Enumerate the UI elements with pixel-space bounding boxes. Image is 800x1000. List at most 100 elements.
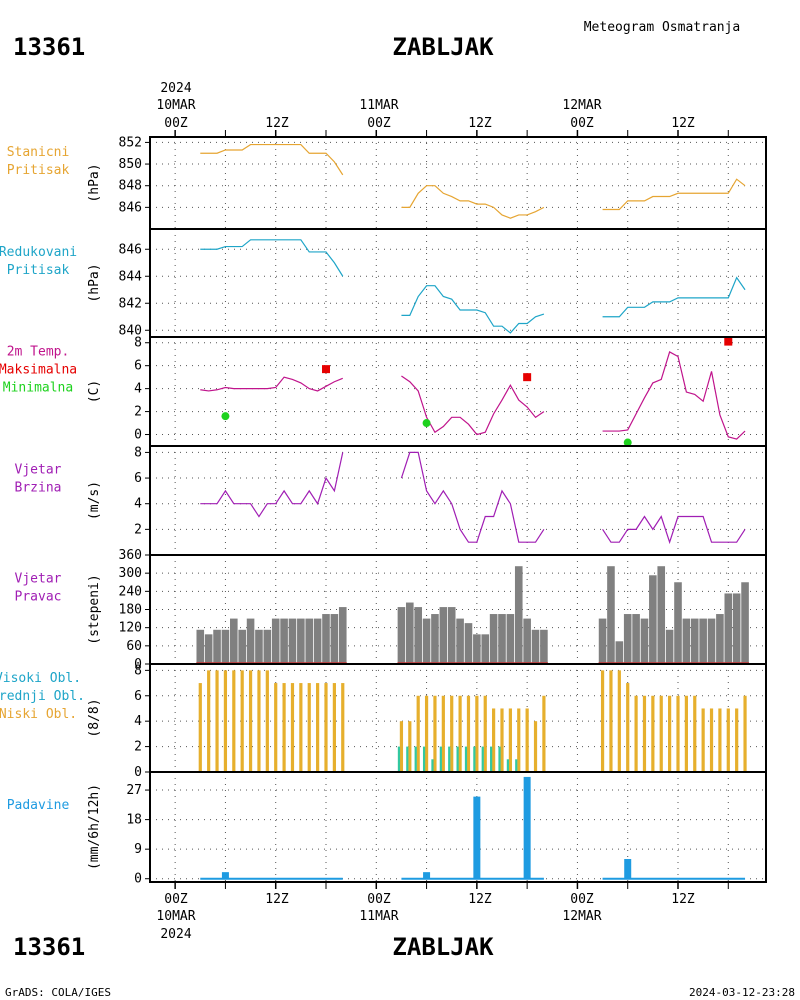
unit-label-clouds: (8/8) [87,698,102,737]
panel-label-reduced_pressure-1: Pritisak [7,263,70,278]
y-tick-label: 18 [126,813,142,828]
wind-dir-bar [540,629,548,664]
unit-label-wind_direction: (stepeni) [87,574,102,644]
y-tick-label: 0 [134,657,142,672]
cloud-low-bar [307,683,311,772]
y-tick-label: 846 [119,200,142,215]
cloud-low-bar [500,708,504,772]
cloud-mid-bar [515,759,518,772]
y-tick-label: 360 [119,548,142,563]
panel-label-temperature-2: Minimalna [3,381,73,396]
y-tick-label: 0 [134,872,142,887]
cloud-mid-bar [414,746,417,772]
wind-dir-bar [263,629,272,664]
wind-dir-bar [431,614,439,664]
panel-frame [149,445,767,556]
station-id-top: 13361 [13,33,85,61]
wind-dir-bar [598,618,607,664]
cloud-low-bar [207,670,211,772]
cloud-low-bar [701,708,705,772]
panel-label-temperature-0: 2m Temp. [7,345,70,360]
precip-bar [473,796,481,879]
series-line-temperature-0 [200,376,343,392]
panel-frame [149,228,767,338]
wind-dir-bar [280,618,288,664]
wind-dir-bar [732,593,741,664]
panel-station_pressure [145,136,767,230]
y-tick-label: 120 [119,621,142,636]
wind-dir-bar [255,629,263,664]
cloud-low-bar [232,670,236,772]
wind-dir-bar [456,618,464,664]
tmin-marker [422,419,431,428]
cloud-low-bar [248,670,253,772]
wind-dir-bar [414,607,422,664]
panel-label-clouds-1: Srednji Obl. [0,689,85,704]
cloud-low-bar [517,708,521,772]
unit-label-wind_speed: (m/s) [87,481,102,520]
wind-dir-bar [213,629,221,664]
cloud-low-bar [433,695,437,772]
series-line-temperature-2 [602,351,746,440]
wind-dir-bar [489,614,498,664]
panel-label-station_pressure-0: Stanicni [7,145,70,160]
cloud-low-bar [424,695,429,772]
cloud-low-bar [332,683,336,772]
cloud-low-bar [324,683,328,772]
wind-dir-bar [464,623,473,664]
cloud-low-bar [533,721,538,772]
wind-dir-bar [322,614,330,664]
cloud-low-bar [441,695,445,772]
y-tick-label: 6 [134,689,142,704]
panel-label-wind_direction-0: Vjetar [15,572,62,587]
cloud-low-bar [676,695,680,772]
y-tick-label: 60 [126,639,142,654]
hour-label-top-1: 12Z [265,116,289,131]
y-tick-label: 840 [119,323,142,338]
cloud-mid-bar [439,746,442,772]
wind-dir-bar [288,618,297,664]
cloud-low-bar [399,721,404,772]
cloud-mid-bar [431,759,434,772]
station-name-top: ZABLJAK [392,33,494,61]
y-tick-label: 240 [119,584,142,599]
cloud-low-bar [475,695,479,772]
hour-label-bottom-5: 12Z [671,892,695,907]
wind-dir-bar [397,607,406,664]
unit-label-reduced_pressure: (hPa) [87,263,102,302]
wind-dir-bar [632,614,640,664]
series-line-station_pressure-1 [401,185,545,219]
wind-dir-bar [297,618,305,664]
wind-dir-bar [481,634,490,664]
wind-dir-bar [724,593,733,664]
unit-label-station_pressure: (hPa) [87,163,102,202]
wind-dir-bar [473,634,481,664]
cloud-mid-bar [422,746,426,772]
wind-dir-bar [690,618,699,664]
wind-dir-bar [439,607,448,664]
panel-label-reduced_pressure-0: Redukovani [0,245,77,260]
wind-dir-bar [196,629,205,664]
wind-dir-bar [707,618,716,664]
y-tick-label: 846 [119,242,142,257]
series-line-temperature-1 [401,375,545,436]
cloud-low-bar [483,695,487,772]
wind-dir-bar [615,641,624,664]
y-tick-label: 842 [119,296,142,311]
cloud-low-bar [626,683,630,772]
panel-label-clouds-2: Niski Obl. [0,707,77,722]
cloud-mid-bar [481,746,484,772]
tmax-marker [322,365,330,374]
wind-dir-bar [657,566,666,664]
y-tick-label: 8 [134,336,142,351]
wind-dir-bar [649,575,657,664]
hour-label-top-5: 12Z [671,116,695,131]
cloud-low-bar [642,695,647,772]
cloud-low-bar [408,721,412,772]
cloud-mid-bar [473,746,476,772]
wind-dir-bar [506,614,515,664]
y-tick-label: 852 [119,135,142,150]
cloud-low-bar [525,708,529,772]
cloud-low-bar [600,670,605,772]
